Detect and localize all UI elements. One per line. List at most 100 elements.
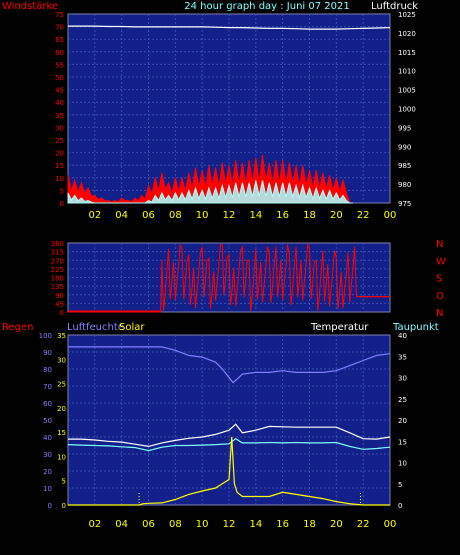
temperatur-series (68, 423, 391, 448)
compass-label: W (436, 256, 446, 267)
luftdruck-tick-label: 1015 (398, 49, 416, 57)
temperatur-label: Temperatur (310, 322, 369, 333)
luftdruck-tick-label: 1020 (398, 30, 416, 38)
windstaerke-tick-label: 35 (55, 112, 64, 120)
temperatur-tick-label: 0 (398, 502, 402, 510)
windstaerke-tick-label: 65 (55, 36, 64, 44)
degree-tick-label: 360 (51, 240, 64, 248)
x-tick-label: 20 (330, 210, 343, 221)
solar-tick-label: 0 (62, 502, 66, 510)
windstaerke-tick-label: 50 (55, 74, 64, 82)
x-tick-label: 12 (223, 210, 236, 221)
luftdruck-tick-label: 1010 (398, 68, 416, 76)
x-tick-label: 02 (88, 210, 101, 221)
luftdruck-label: Luftdruck (371, 1, 418, 12)
luftfeuchte-tick-label: 70 (43, 383, 52, 391)
luftfeuchte-label: Luftfeuchte (67, 322, 124, 333)
windstaerke-tick-label: 5 (60, 187, 64, 195)
temperatur-tick-label: 25 (398, 396, 407, 404)
luftfeuchte-tick-label: 50 (43, 417, 52, 425)
luftfeuchte-tick-label: 90 (43, 349, 52, 357)
climate-series (67, 346, 391, 506)
luftdruck-series (68, 25, 391, 30)
climate-grid (68, 335, 390, 505)
x-tick-label: 20 (330, 519, 343, 530)
windstaerke-tick-label: 0 (60, 200, 64, 208)
temperatur-tick-label: 40 (398, 332, 407, 340)
degree-tick-label: 90 (55, 292, 64, 300)
wind-pressure-series (67, 25, 391, 204)
solar-axis: 35 30 25 20 15 10 5 0 (57, 332, 66, 510)
windstaerke-tick-label: 40 (55, 99, 64, 107)
degree-tick-label: 135 (51, 283, 64, 291)
x-tick-label: 06 (142, 519, 155, 530)
solar-tick-label: 25 (57, 381, 66, 389)
windstaerke-tick-label: 25 (55, 137, 64, 145)
x-tick-label: 10 (196, 210, 209, 221)
luftdruck-tick-label: 980 (398, 181, 411, 189)
luftfeuchte-tick-label: 60 (43, 400, 52, 408)
temperatur-tick-label: 10 (398, 460, 407, 468)
x-tick-label: 00 (384, 210, 397, 221)
x-tick-label: 06 (142, 210, 155, 221)
windstaerke-tick-label: 20 (55, 150, 64, 158)
windstaerke-tick-label: 45 (55, 87, 64, 95)
luftfeuchte-tick-label: 40 (43, 434, 52, 442)
x-tick-label: 08 (169, 210, 182, 221)
windstaerke-tick-label: 75 (55, 11, 64, 19)
wind-pressure-x-axis: 02 04 06 08 10 12 14 16 18 20 22 00 (88, 210, 396, 221)
taupunkt-label: Taupunkt (392, 322, 439, 333)
compass-label: N (436, 308, 443, 319)
x-tick-label: 16 (276, 210, 289, 221)
solar-series (68, 436, 390, 506)
degree-tick-label: 180 (51, 275, 64, 283)
luftdruck-tick-label: 1005 (398, 87, 416, 95)
x-tick-label: 16 (276, 519, 289, 530)
climate-x-axis: 02 04 06 08 10 12 14 16 18 20 22 00 (88, 519, 396, 530)
solar-tick-label: 35 (57, 332, 66, 340)
windstaerke-tick-label: 55 (55, 61, 64, 69)
degree-tick-label: 45 (55, 300, 64, 308)
x-tick-label: 04 (115, 210, 128, 221)
solar-tick-label: 15 (57, 429, 66, 437)
chart-title: 24 hour graph day : Juni 07 2021 (184, 1, 350, 12)
solar-tick-label: 5 (62, 478, 66, 486)
luftdruck-axis: 1025 1020 1015 1010 1005 1000 995 990 985 980 975 (398, 11, 416, 208)
compass-label: N (436, 239, 443, 250)
luftdruck-tick-label: 975 (398, 200, 411, 208)
luftfeuchte-tick-label: 30 (43, 451, 52, 459)
luftdruck-tick-label: 1025 (398, 11, 416, 19)
x-tick-label: 00 (384, 519, 397, 530)
luftfeuchte-tick-label: 100 (39, 332, 52, 340)
degree-tick-label: 315 (51, 249, 64, 257)
luftfeuchte-tick-label: 80 (43, 366, 52, 374)
windstaerke-label: Windstärke (2, 1, 58, 12)
luftfeuchte-series (68, 346, 391, 384)
windrichtung-series (68, 242, 390, 313)
windstaerke-tick-label: 30 (55, 124, 64, 132)
solar-tick-label: 20 (57, 405, 66, 413)
temperatur-tick-label: 30 (398, 375, 407, 383)
windstaerke-tick-label: 15 (55, 162, 64, 170)
x-tick-label: 10 (196, 519, 209, 530)
x-tick-label: 04 (115, 519, 128, 530)
x-tick-label: 08 (169, 519, 182, 530)
degree-tick-label: 270 (51, 257, 64, 265)
x-tick-label: 18 (303, 519, 316, 530)
temperatur-axis: 40 35 30 25 20 15 10 5 0 (398, 332, 407, 510)
temperatur-tick-label: 20 (398, 417, 407, 425)
compass-label: S (436, 274, 442, 285)
luftdruck-tick-label: 1000 (398, 106, 416, 114)
luftfeuchte-tick-label: 20 (43, 468, 52, 476)
degree-tick-label: 0 (60, 309, 64, 317)
windstaerke-tick-label: 10 (55, 175, 64, 183)
regen-label: Regen (2, 322, 34, 333)
x-tick-label: 14 (249, 210, 262, 221)
temperatur-tick-label: 35 (398, 353, 407, 361)
x-tick-label: 22 (357, 519, 370, 530)
luftdruck-tick-label: 990 (398, 143, 411, 151)
